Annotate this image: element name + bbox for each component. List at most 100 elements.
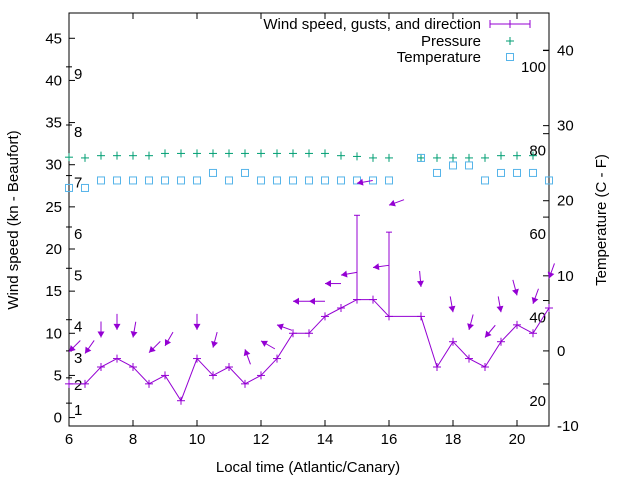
pressure-point: [193, 149, 201, 158]
wind-speed-point: [225, 363, 233, 371]
wind-speed-point: [369, 295, 377, 304]
wind-speed-point: [113, 354, 121, 363]
arrow-head: [69, 345, 76, 352]
arrow-head: [325, 280, 331, 288]
y2-tick-label: 0: [557, 343, 565, 360]
beaufort-label: 2: [74, 377, 82, 394]
arrow-head: [149, 345, 156, 353]
pressure-point: [225, 149, 233, 158]
temperature-point: [497, 168, 505, 177]
y-tick-label: 20: [45, 241, 62, 258]
arrow-head: [309, 297, 315, 305]
legend-swatch-pressure: [506, 37, 514, 45]
wind-speed-point: [241, 379, 249, 388]
wind-speed-line: [69, 299, 550, 402]
fahrenheit-label: 20: [529, 393, 546, 410]
pressure-point: [513, 151, 521, 160]
fahrenheit-label: 60: [529, 226, 546, 243]
pressure-point: [529, 151, 537, 160]
temperature-point: [209, 168, 217, 177]
pressure-point: [81, 153, 89, 162]
wind-direction-arrow: [512, 279, 519, 296]
y-tick-label: 5: [54, 367, 62, 384]
arrow-head: [416, 280, 424, 287]
wind-speed-point: [97, 363, 105, 371]
temperature-point: [129, 176, 137, 185]
wind-speed-point: [513, 320, 521, 329]
y-axis-label: Wind speed (kn - Beaufort): [5, 130, 22, 309]
arrow-head: [547, 271, 555, 279]
x-tick-label: 8: [129, 431, 137, 448]
temperature-point: [161, 176, 169, 185]
wind-direction-arrow: [193, 313, 201, 330]
wind-speed-point: [337, 304, 345, 312]
x-tick-label: 12: [253, 431, 270, 448]
arrow-head: [389, 199, 396, 207]
wind-direction-arrow: [211, 332, 218, 348]
y2-tick-label: 10: [557, 268, 574, 285]
wind-speed-point: [305, 329, 313, 338]
temperature-point: [513, 168, 521, 177]
beaufort-label: 8: [74, 124, 82, 141]
wind-direction-arrow: [97, 321, 105, 338]
temperature-point: [433, 168, 441, 177]
arrow-head: [277, 323, 284, 331]
wind-speed-point: [529, 329, 537, 338]
wind-speed-point: [481, 363, 489, 371]
pressure-point: [449, 153, 457, 162]
temperature-point: [545, 176, 553, 185]
wind-speed-point: [289, 329, 297, 338]
wind-speed-point: [545, 304, 553, 312]
y-tick-label: 0: [54, 410, 62, 427]
x-tick-label: 20: [509, 431, 526, 448]
arrow-head: [97, 331, 105, 338]
legend-label-pressure: Pressure: [421, 33, 481, 50]
wind-direction-arrow: [148, 341, 161, 354]
arrow-head: [293, 297, 299, 305]
pressure-point: [481, 153, 489, 162]
temperature-point: [241, 168, 249, 177]
wind-direction-arrow: [243, 349, 251, 365]
x-tick-label: 6: [65, 431, 73, 448]
temperature-point: [273, 176, 281, 185]
temperature-point: [257, 176, 265, 185]
wind-direction-arrow: [467, 314, 474, 331]
pressure-point: [417, 153, 425, 162]
wind-speed-point: [321, 312, 329, 321]
legend-label-wind: Wind speed, gusts, and direction: [263, 16, 481, 33]
plot-frame: [68, 12, 550, 427]
pressure-point: [97, 151, 105, 160]
x-tick-label: 14: [317, 431, 334, 448]
arrow-head: [341, 270, 348, 278]
pressure-point: [369, 153, 377, 162]
pressure-point: [305, 149, 313, 158]
legend: Wind speed, gusts, and direction Pressur…: [263, 16, 531, 66]
temperature-point: [65, 183, 73, 192]
temperature-point: [289, 176, 297, 185]
wind-speed-point: [209, 371, 217, 380]
wind-direction-arrow: [416, 270, 424, 287]
fahrenheit-label: 40: [529, 310, 546, 327]
wind-direction-arrow: [356, 178, 373, 186]
temperature-point: [369, 176, 377, 185]
arrow-head: [164, 338, 172, 346]
pressure-point: [465, 153, 473, 162]
wind-direction-arrow: [260, 340, 276, 350]
wind-direction-arrow: [496, 296, 504, 313]
pressure-point: [241, 149, 249, 158]
wind-speed-point: [193, 354, 201, 363]
arrow-head: [193, 323, 201, 330]
wind-speed-point: [177, 396, 185, 405]
arrow-head: [512, 288, 519, 296]
temperature-point: [385, 176, 393, 185]
arrow-head: [448, 305, 456, 313]
pressure-point: [433, 153, 441, 162]
pressure-point: [353, 152, 361, 161]
pressure-point: [337, 151, 345, 160]
temperature-point: [305, 176, 313, 185]
y-tick-label: 35: [45, 115, 62, 132]
arrow-head: [496, 305, 504, 313]
beaufort-label: 6: [74, 226, 82, 243]
pressure-point: [129, 151, 137, 160]
